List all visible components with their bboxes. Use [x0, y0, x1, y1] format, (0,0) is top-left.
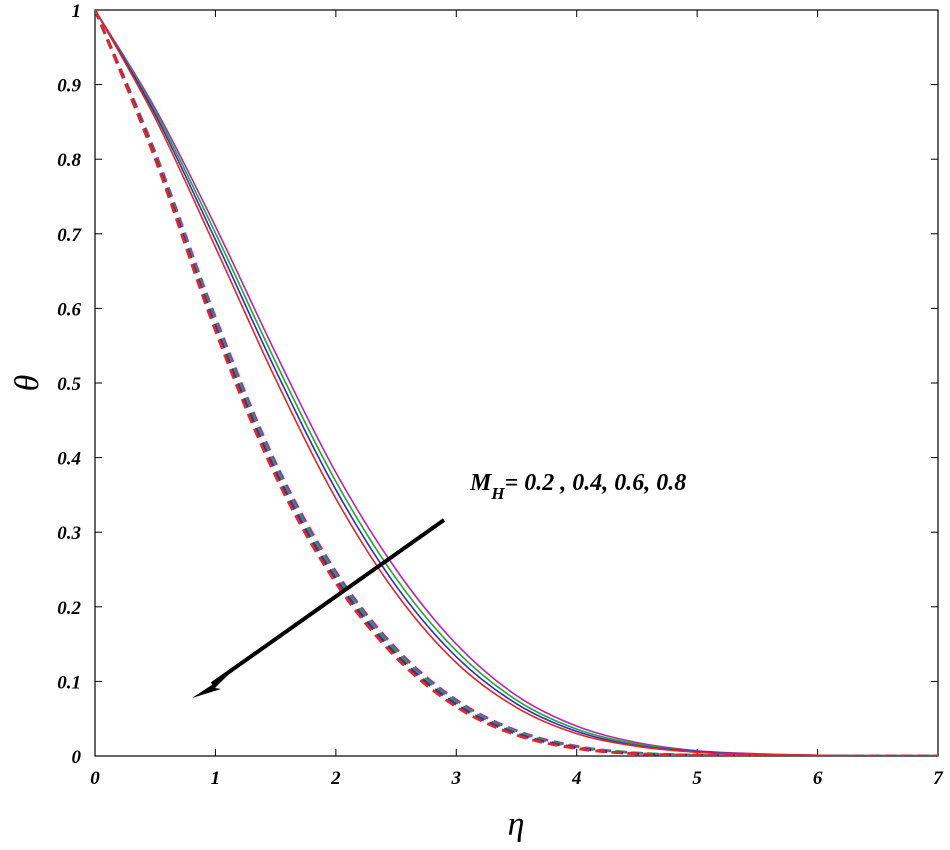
plot-frame: [94, 9, 939, 757]
solid-series-line: [95, 10, 938, 756]
x-tick-label: 7: [933, 768, 944, 789]
y-tick-label: 0.8: [57, 150, 81, 171]
parameter-annotation: MH= 0.2 , 0.4, 0.6, 0.8: [469, 470, 686, 503]
y-axis-label: θ: [9, 375, 46, 392]
x-axis-label: η: [508, 806, 525, 843]
annotation-base: M: [469, 470, 493, 496]
y-tick-label: 0: [72, 747, 82, 768]
axis-ticks: 0 1 2 3 4 5 6 7 0 0.1 0.2 0.3 0.4 0.5 0.6 0.7 0.8 0.9 1: [57, 1, 944, 789]
y-tick-label: 0.1: [57, 672, 81, 693]
x-tick-label: 4: [571, 768, 582, 789]
trend-arrow-shaft: [210, 518, 446, 686]
annotation-subscript: H: [490, 484, 505, 503]
y-tick-label: 0.9: [57, 76, 81, 97]
x-tick-label: 5: [692, 768, 702, 789]
solid-series-line: [95, 10, 938, 756]
y-tick-label: 0.5: [57, 374, 81, 395]
solid-series-line: [95, 10, 938, 756]
trend-arrow-head: [192, 673, 230, 698]
y-tick-label: 0.7: [57, 225, 82, 246]
dashed-series-line: [95, 10, 938, 756]
solid-series-line: [95, 10, 938, 756]
x-tick-label: 3: [451, 768, 462, 789]
x-tick-label: 0: [90, 768, 100, 789]
series-layer: [95, 10, 938, 756]
y-tick-label: 0.4: [57, 449, 81, 470]
y-tick-label: 1: [72, 1, 82, 22]
y-tick-label: 0.3: [57, 523, 81, 544]
y-tick-label: 0.6: [57, 299, 81, 320]
x-tick-label: 1: [211, 768, 221, 789]
x-tick-label: 6: [813, 768, 823, 789]
dashed-series-line: [95, 10, 938, 756]
y-tick-label: 0.2: [57, 598, 81, 619]
x-tick-label: 2: [330, 768, 341, 789]
dashed-series-line: [95, 10, 938, 756]
dashed-series-line: [95, 10, 938, 756]
annotation-values: = 0.2 , 0.4, 0.6, 0.8: [505, 470, 687, 496]
